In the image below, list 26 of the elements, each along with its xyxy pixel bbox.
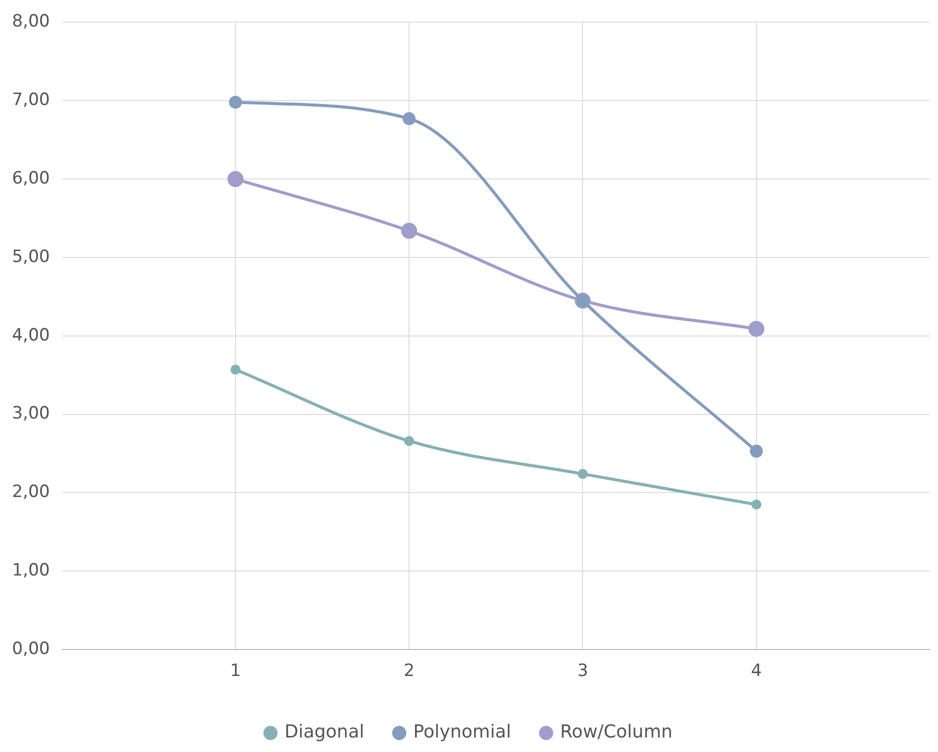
x-tick-label: 3 bbox=[577, 661, 588, 682]
y-tick-label: 2,00 bbox=[12, 482, 50, 502]
legend-label: Row/Column bbox=[560, 722, 673, 743]
point bbox=[748, 320, 764, 337]
point bbox=[751, 500, 762, 510]
legend-label: Polynomial bbox=[413, 722, 512, 743]
point bbox=[230, 364, 240, 375]
x-tick-label: 2 bbox=[404, 661, 415, 682]
point bbox=[404, 436, 414, 446]
y-tick-label: 0,00 bbox=[12, 639, 50, 660]
point bbox=[227, 171, 244, 188]
y-tick-label: 1,00 bbox=[12, 560, 50, 581]
point bbox=[750, 444, 763, 458]
point bbox=[228, 96, 242, 109]
y-tick-label: 8,00 bbox=[12, 12, 50, 32]
point bbox=[402, 112, 416, 126]
y-tick-label: 3,00 bbox=[12, 404, 50, 424]
y-tick-label: 6,00 bbox=[12, 168, 50, 188]
legend-label: Diagonal bbox=[284, 722, 364, 743]
y-tick-label: 5,00 bbox=[12, 246, 50, 267]
y-tick-label: 4,00 bbox=[12, 325, 50, 346]
x-tick-label: 1 bbox=[230, 661, 241, 682]
point bbox=[401, 222, 418, 239]
point bbox=[578, 468, 588, 479]
x-tick-label: 4 bbox=[750, 661, 762, 682]
y-tick-label: 7,00 bbox=[12, 90, 50, 110]
